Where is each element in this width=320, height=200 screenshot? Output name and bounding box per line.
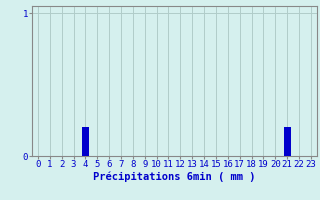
X-axis label: Précipitations 6min ( mm ): Précipitations 6min ( mm ) (93, 172, 256, 182)
Bar (82, 127, 89, 156)
Bar (284, 127, 291, 156)
